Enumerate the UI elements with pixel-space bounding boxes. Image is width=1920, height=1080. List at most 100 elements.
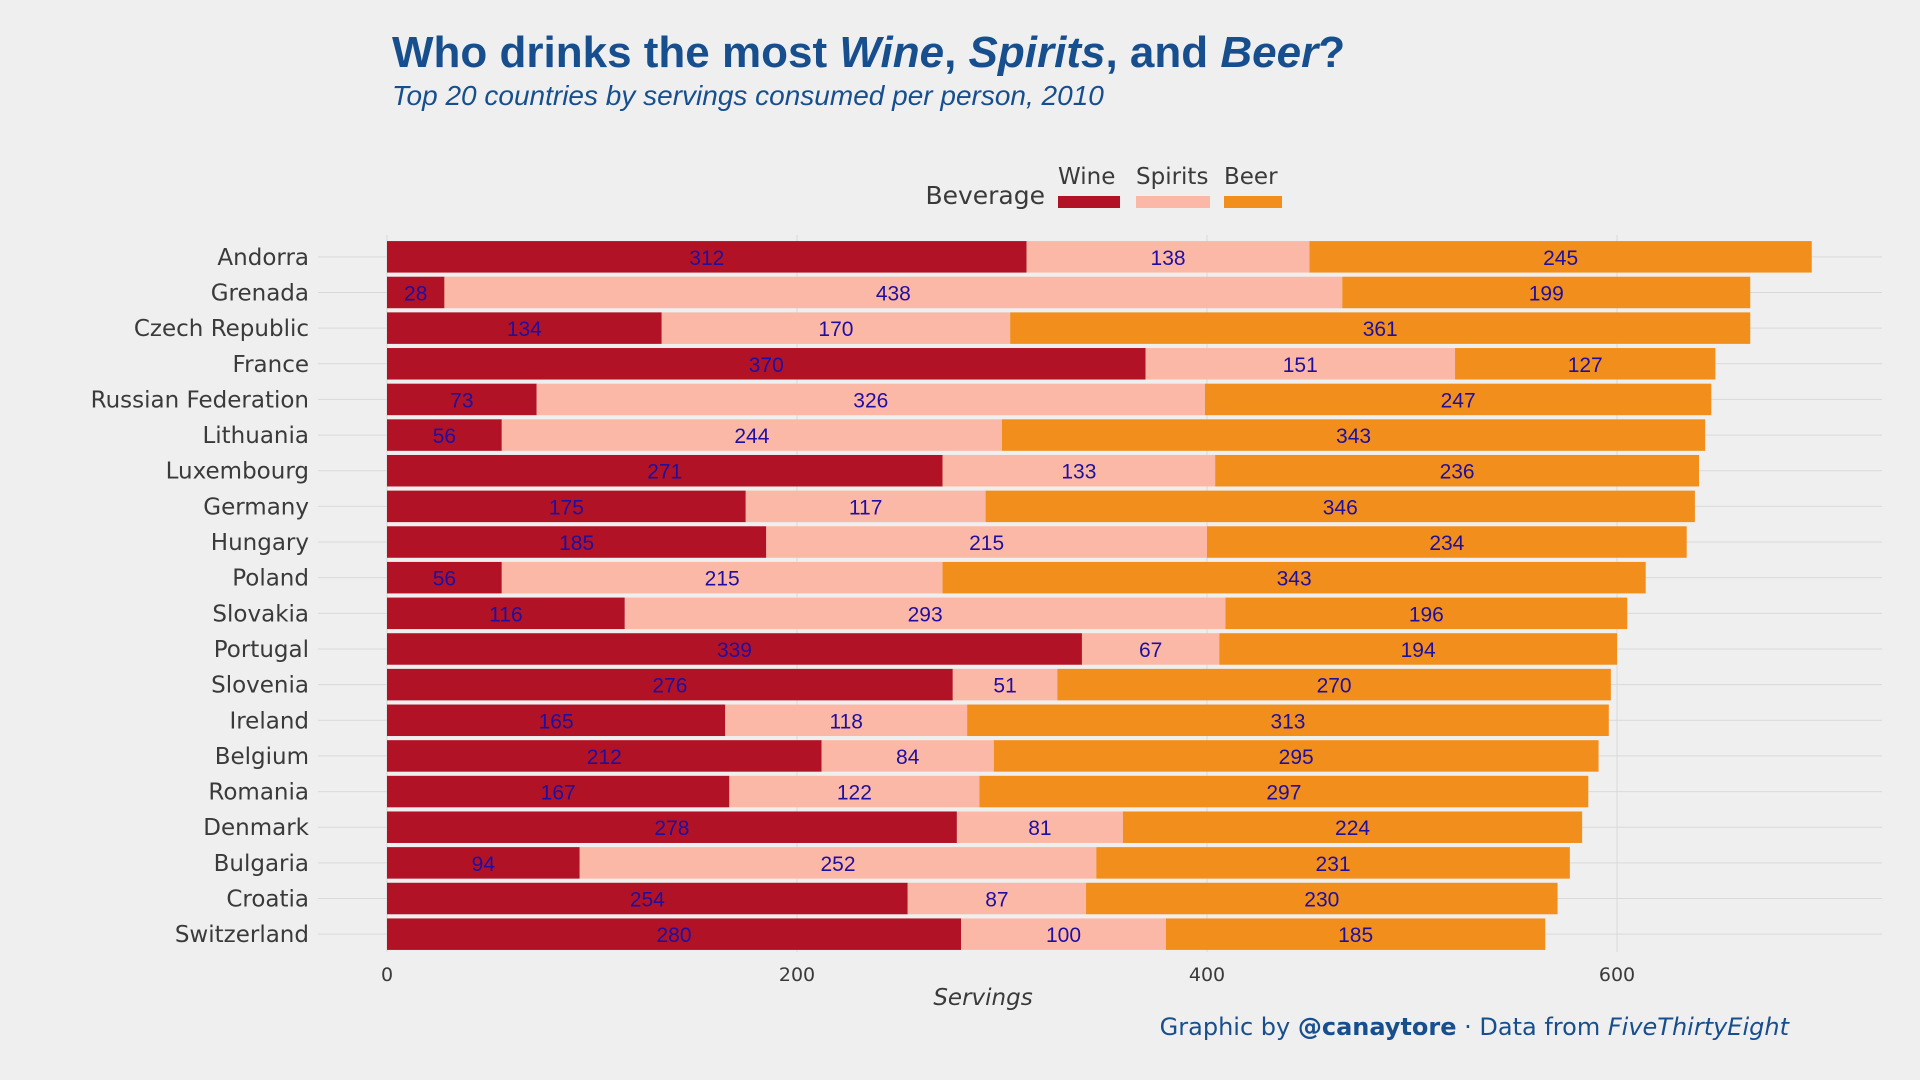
bar-wine-germany [387, 490, 746, 523]
bar-spirits-germany [745, 490, 986, 523]
x-tick-label: 600 [1599, 964, 1635, 986]
bar-spirits-croatia [907, 882, 1087, 915]
data-label-beer-denmark: 224 [1335, 817, 1370, 840]
bar-beer-france [1455, 348, 1716, 380]
data-label-spirits-germany: 117 [849, 496, 882, 519]
data-label-wine-ireland: 165 [539, 710, 574, 733]
data-label-wine-luxembourg: 271 [647, 461, 682, 484]
y-tick-label-luxembourg: Luxembourg [166, 459, 309, 485]
legend-label-wine: Wine [1058, 164, 1115, 190]
data-label-beer-switzerland: 185 [1338, 924, 1373, 947]
data-label-wine-germany: 175 [549, 496, 584, 519]
y-tick-label-grenada: Grenada [211, 280, 309, 306]
data-label-beer-russian-federation: 247 [1441, 389, 1476, 412]
data-label-spirits-bulgaria: 252 [820, 853, 855, 876]
data-label-spirits-hungary: 215 [969, 532, 1004, 555]
bar-beer-hungary [1207, 526, 1687, 558]
x-tick-label: 200 [779, 964, 815, 986]
bar-spirits-romania [729, 775, 980, 808]
bar-spirits-luxembourg [942, 454, 1216, 487]
x-tick-label: 400 [1189, 964, 1225, 986]
y-tick-label-germany: Germany [203, 494, 309, 520]
bar-spirits-lithuania [501, 419, 1002, 451]
legend-title: Beverage [925, 181, 1045, 210]
value-labels-layer: 312 138 245 28 438 199 134 170 361 370 151 127 73 326… [404, 247, 1603, 947]
bar-spirits-russian-federation [536, 383, 1205, 416]
data-label-wine-hungary: 185 [559, 532, 594, 555]
data-label-wine-slovenia: 276 [652, 675, 687, 698]
bar-wine-lithuania [387, 419, 502, 451]
data-label-spirits-france: 151 [1283, 354, 1318, 377]
bar-spirits-slovenia [952, 668, 1058, 701]
bar-wine-romania [387, 775, 730, 808]
data-label-spirits-russian-federation: 326 [853, 389, 888, 412]
bar-beer-romania [979, 775, 1589, 808]
bar-beer-portugal [1219, 633, 1617, 665]
x-tick-label: 0 [381, 964, 393, 986]
data-label-beer-portugal: 194 [1401, 639, 1436, 662]
data-label-beer-poland: 343 [1277, 568, 1312, 591]
bar-beer-bulgaria [1096, 847, 1570, 879]
data-label-spirits-denmark: 81 [1028, 817, 1051, 840]
data-label-spirits-romania: 122 [837, 782, 872, 805]
y-tick-label-czech-republic: Czech Republic [134, 316, 309, 342]
bar-spirits-slovakia [624, 597, 1226, 630]
data-label-beer-romania: 297 [1266, 782, 1301, 805]
bar-spirits-andorra [1026, 241, 1310, 273]
data-label-wine-switzerland: 280 [656, 924, 691, 947]
bar-spirits-bulgaria [579, 847, 1097, 879]
y-tick-label-hungary: Hungary [211, 530, 309, 556]
legend-label-spirits: Spirits [1136, 164, 1208, 190]
data-label-beer-luxembourg: 236 [1440, 461, 1475, 484]
data-label-wine-portugal: 339 [717, 639, 752, 662]
y-axis: Andorra Grenada Czech Republic France Russia… [91, 245, 310, 948]
data-label-wine-russian-federation: 73 [450, 389, 473, 412]
bar-wine-slovenia [387, 668, 953, 701]
legend-swatch-wine [1058, 196, 1120, 208]
bar-wine-ireland [387, 704, 726, 737]
bar-beer-grenada [1342, 276, 1751, 309]
data-label-spirits-grenada: 438 [876, 282, 911, 305]
data-label-wine-france: 370 [749, 354, 784, 377]
data-label-wine-lithuania: 56 [433, 425, 456, 448]
y-tick-label-ireland: Ireland [229, 708, 309, 734]
bar-wine-switzerland [387, 918, 961, 950]
bar-beer-germany [985, 490, 1695, 523]
bar-beer-ireland [967, 704, 1609, 737]
bar-wine-luxembourg [387, 454, 943, 487]
data-label-beer-andorra: 245 [1543, 247, 1578, 270]
data-label-beer-czech-republic: 361 [1363, 318, 1398, 341]
credit-line: Graphic by @canaytore · Data from FiveTh… [1159, 1013, 1789, 1041]
bar-spirits-poland [501, 561, 943, 594]
data-label-spirits-slovenia: 51 [993, 675, 1016, 698]
y-tick-label-belgium: Belgium [215, 744, 309, 770]
data-label-beer-belgium: 295 [1279, 746, 1314, 769]
x-axis: 0 200 400 600 Servings [381, 964, 1635, 1011]
bar-beer-belgium [993, 740, 1599, 772]
credit-source: FiveThirtyEight [1607, 1013, 1789, 1041]
bar-beer-slovakia [1225, 597, 1628, 630]
data-label-beer-hungary: 234 [1429, 532, 1464, 555]
data-label-spirits-andorra: 138 [1151, 247, 1186, 270]
bar-wine-poland [387, 561, 502, 594]
y-tick-label-russian-federation: Russian Federation [91, 387, 309, 413]
bar-wine-portugal [387, 633, 1082, 665]
bar-spirits-portugal [1081, 633, 1220, 665]
x-axis-title: Servings [933, 985, 1032, 1011]
y-tick-label-croatia: Croatia [226, 887, 309, 913]
data-label-beer-lithuania: 343 [1336, 425, 1371, 448]
chart-subtitle: Top 20 countries by servings consumed pe… [392, 80, 1104, 111]
bar-wine-slovakia [387, 597, 625, 630]
bar-spirits-grenada [444, 276, 1343, 309]
y-tick-label-poland: Poland [232, 566, 309, 592]
bar-beer-croatia [1086, 882, 1558, 915]
data-label-wine-czech-republic: 134 [507, 318, 542, 341]
bar-wine-russian-federation [387, 383, 537, 416]
bar-beer-luxembourg [1215, 454, 1699, 487]
title-spirits: Spirits [968, 28, 1106, 77]
bar-wine-belgium [387, 740, 822, 772]
bar-wine-france [387, 348, 1146, 380]
title-wine: Wine [839, 28, 945, 77]
bar-beer-lithuania [1002, 419, 1706, 451]
bar-beer-russian-federation [1204, 383, 1712, 416]
